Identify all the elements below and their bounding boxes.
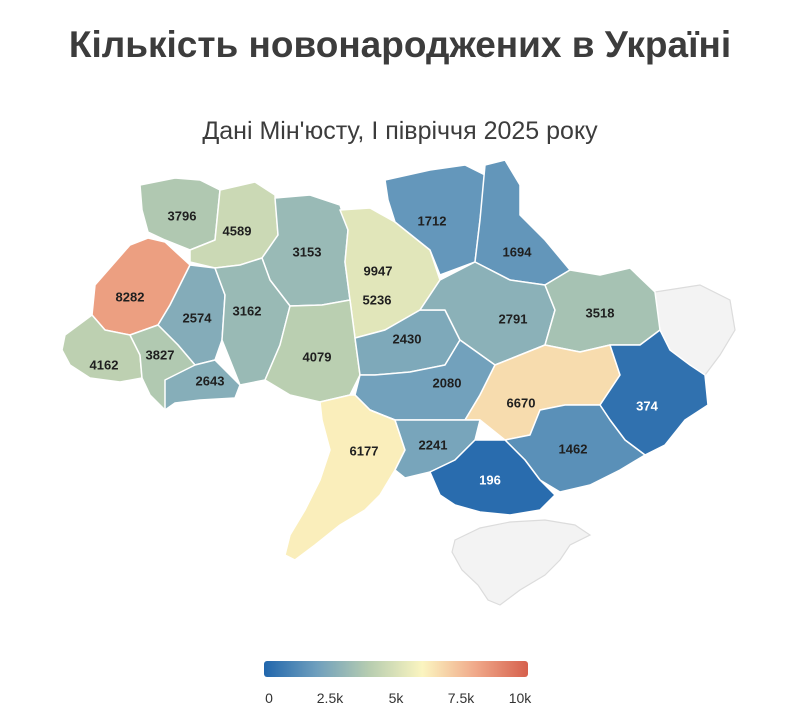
map-title: Кількість новонароджених в Україні <box>68 24 732 65</box>
region-value-label: 1712 <box>418 213 447 228</box>
region-value-label: 3153 <box>293 244 322 259</box>
color-scale-legend <box>264 661 528 677</box>
region-value-label: 4589 <box>223 223 252 238</box>
region-value-label: 9947 <box>364 263 393 278</box>
region-value-label: 4162 <box>90 357 119 372</box>
region-value-label: 3162 <box>233 303 262 318</box>
legend-tick-label: 0 <box>265 690 273 706</box>
region-kherson[interactable] <box>429 439 556 516</box>
region-value-label: 3827 <box>146 347 175 362</box>
region-value-label: 1694 <box>503 244 533 259</box>
crimea-area <box>451 519 592 606</box>
region-sumy[interactable] <box>474 159 571 286</box>
region-value-label: 2080 <box>433 375 462 390</box>
region-value-label: 2430 <box>393 331 422 346</box>
region-value-label: 196 <box>479 472 501 487</box>
legend-tick-label: 10k <box>508 690 532 706</box>
region-chernivtsi[interactable] <box>164 359 241 411</box>
region-value-label: 5236 <box>363 292 392 307</box>
region-value-label: 8282 <box>116 289 145 304</box>
region-value-label: 2643 <box>196 373 225 388</box>
legend-tick-label: 5k <box>388 690 404 706</box>
legend-tick-label: 7.5k <box>447 690 475 706</box>
region-value-label: 6670 <box>507 395 536 410</box>
region-value-label: 1462 <box>559 441 588 456</box>
region-odesa[interactable] <box>284 394 406 561</box>
region-value-label: 4079 <box>303 349 332 364</box>
region-value-label: 2241 <box>419 437 448 452</box>
region-value-label: 374 <box>636 398 658 413</box>
legend-tick-label: 2.5k <box>316 690 344 706</box>
map-subtitle: Дані Мін'юсту, I півріччя 2025 року <box>202 117 598 145</box>
region-value-label: 2574 <box>183 310 213 325</box>
region-value-label: 2791 <box>499 311 528 326</box>
region-value-label: 3518 <box>586 305 615 320</box>
region-value-label: 3796 <box>168 208 197 223</box>
region-labels: 3796 4589 3153 9947 5236 1712 1694 8282 … <box>90 208 659 487</box>
region-value-label: 6177 <box>350 443 379 458</box>
region-zaporizhzhia[interactable] <box>504 404 646 493</box>
